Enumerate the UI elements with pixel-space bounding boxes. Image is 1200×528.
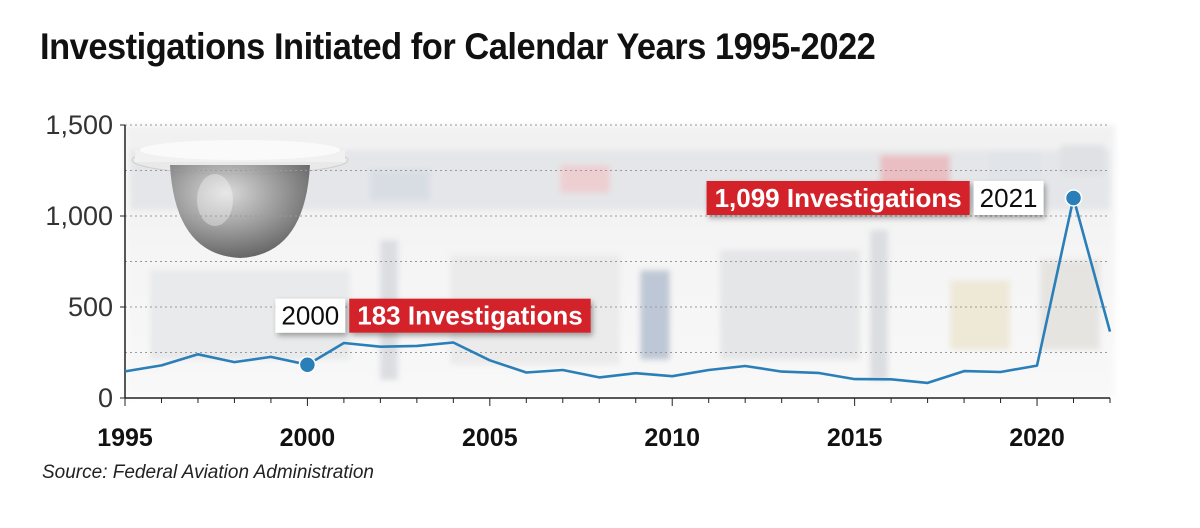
highlight-marker — [298, 355, 317, 374]
callout-value-label: 1,099 Investigations — [715, 183, 962, 213]
series-line — [124, 196, 1112, 385]
callout-year-label: 2000 — [281, 301, 339, 331]
callout-value-label: 183 Investigations — [357, 301, 582, 331]
x-tick-label: 2015 — [827, 424, 883, 452]
callout-year-box — [973, 180, 1044, 215]
x-tick-label: 2005 — [462, 424, 518, 452]
source-note: Source: Federal Aviation Administration — [42, 462, 374, 483]
callout-value-badge — [349, 298, 591, 333]
x-tick-label: 1995 — [97, 424, 153, 452]
x-tick-labels: 1995 2000 2005 2010 2015 2020 — [97, 424, 1065, 452]
callout-year-box — [275, 298, 346, 333]
callout-value-badge — [706, 180, 970, 215]
y-tick-label: 1,500 — [45, 110, 113, 140]
security-camera-icon — [131, 140, 349, 258]
x-tick-label: 2020 — [1009, 424, 1065, 452]
y-tick-label: 0 — [98, 383, 113, 413]
callout-year-label: 2021 — [980, 183, 1038, 213]
x-tick-label: 2010 — [644, 424, 700, 452]
highlight-marker — [1064, 189, 1083, 207]
y-tick-label: 500 — [68, 292, 113, 322]
callout-2021: 1,099 Investigations 2021 — [706, 180, 1044, 215]
y-tick-label: 1,000 — [45, 201, 113, 231]
y-tick-labels: 0 500 1,000 1,500 — [45, 110, 113, 413]
axes — [120, 124, 1111, 406]
callouts: 2000 183 Investigations 1,099 Investigatio… — [275, 180, 1083, 374]
x-tick-label: 2000 — [280, 424, 336, 452]
gridlines — [125, 124, 1110, 353]
series-group — [124, 196, 1112, 385]
chart-title: Investigations Initiated for Calendar Ye… — [40, 26, 876, 67]
callout-2000: 2000 183 Investigations — [275, 298, 591, 333]
